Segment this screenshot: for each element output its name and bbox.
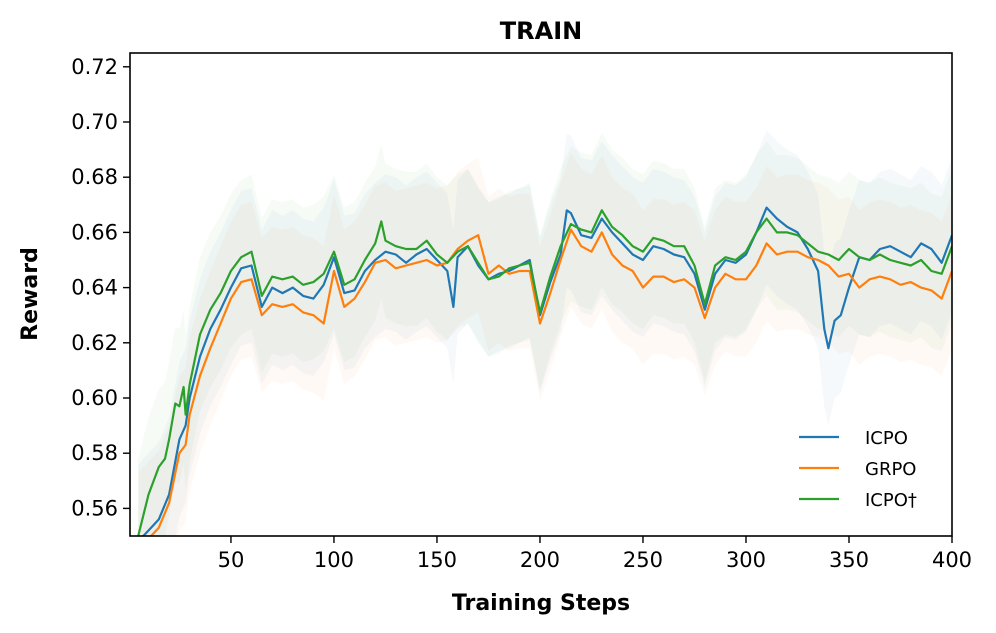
x-tick-label: 200 xyxy=(520,548,560,572)
y-tick-label: 0.68 xyxy=(71,165,118,189)
line-icpo xyxy=(141,206,952,536)
x-tick-label: 250 xyxy=(623,548,663,572)
y-tick-label: 0.72 xyxy=(71,55,118,79)
legend-label: ICPO† xyxy=(865,490,917,511)
x-tick-label: 300 xyxy=(726,548,766,572)
y-tick-label: 0.56 xyxy=(71,496,118,520)
x-tick-label: 50 xyxy=(218,548,245,572)
legend-label: ICPO xyxy=(865,428,908,449)
line-grpo xyxy=(149,228,952,536)
y-axis-label: Reward xyxy=(18,247,43,341)
y-tick-label: 0.64 xyxy=(71,276,118,300)
plot-frame xyxy=(129,52,953,537)
x-tick-label: 150 xyxy=(417,548,457,572)
y-tick-label: 0.70 xyxy=(71,110,118,134)
x-tick-label: 400 xyxy=(932,548,972,572)
legend: ICPO GRPO ICPO† xyxy=(799,428,917,511)
x-axis-label: Training Steps xyxy=(452,591,630,616)
y-tick-label: 0.60 xyxy=(71,386,118,410)
legend-label: GRPO xyxy=(865,459,916,480)
axis-ticks: 50 100 150 200 250 300 350 400 0.56 0.58 0.60 0.62 0… xyxy=(71,55,972,572)
x-tick-label: 350 xyxy=(829,548,869,572)
band-icpo xyxy=(138,130,952,536)
band-icpo-dagger xyxy=(138,133,952,536)
y-tick-label: 0.66 xyxy=(71,220,118,244)
y-tick-label: 0.62 xyxy=(71,331,118,355)
series-lines xyxy=(137,206,952,536)
x-tick-label: 100 xyxy=(314,548,354,572)
chart-title: TRAIN xyxy=(500,17,582,45)
line-icpo-dagger xyxy=(137,209,952,536)
y-tick-label: 0.58 xyxy=(71,441,118,465)
